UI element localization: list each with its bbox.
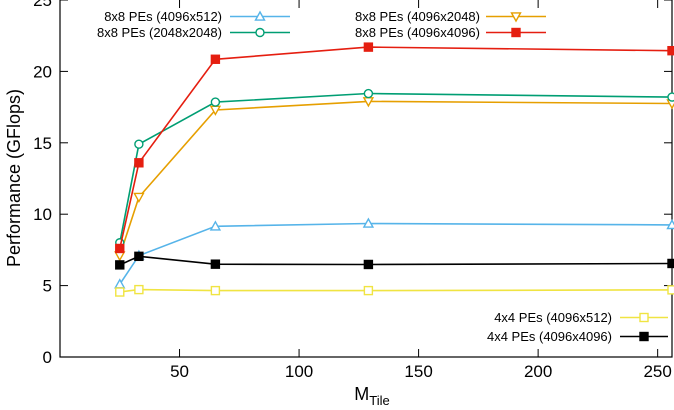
data-point: [134, 284, 144, 295]
y-tick-label: 15: [33, 134, 52, 153]
x-tick-label: 150: [404, 362, 432, 381]
data-point: [210, 54, 221, 64]
legend-swatch-marker: [511, 27, 521, 38]
legend-label: 8x8 PEs (2048x2048): [97, 25, 222, 40]
legend-entry: 8x8 PEs (4096x512): [104, 9, 290, 24]
data-point: [209, 220, 222, 231]
series-5: [115, 251, 674, 270]
x-tick-label: 200: [524, 362, 552, 381]
legend-entry: 4x4 PEs (4096x512): [494, 310, 668, 325]
data-point: [667, 258, 674, 269]
data-point: [667, 285, 674, 295]
data-point: [363, 259, 374, 270]
axes: 0 5 10 15 20 25 50 100 150 200 250: [33, 0, 673, 381]
legend-box-bottom-right: 4x4 PEs (4096x512) 4x4 PEs (4096x4096): [487, 310, 668, 344]
x-axis-title-subscript: Tile: [369, 393, 389, 408]
data-point: [133, 192, 145, 204]
legend-swatch-marker: [510, 12, 522, 23]
y-tick-label: 10: [33, 205, 52, 224]
legend-swatch-marker: [254, 10, 266, 21]
legend-box-top-left: 8x8 PEs (4096x512) 8x8 PEs (4096x2048)8x8…: [97, 9, 546, 40]
legend: 8x8 PEs (4096x512) 8x8 PEs (4096x2048)8x8…: [97, 9, 668, 344]
data-point: [363, 285, 374, 296]
data-point: [362, 217, 375, 228]
series-4: [115, 284, 674, 297]
legend-entry: 8x8 PEs (4096x2048): [355, 9, 546, 24]
plot-frame: [59, 0, 673, 358]
data-point: [115, 243, 125, 254]
y-tick-label: 25: [33, 0, 52, 10]
y-tick-label: 0: [43, 348, 52, 367]
data-point: [363, 88, 374, 99]
x-tick-label: 250: [643, 362, 671, 381]
legend-label: 4x4 PEs (4096x4096): [487, 329, 612, 344]
y-tick-label: 5: [43, 277, 52, 296]
data-point: [115, 260, 125, 270]
legend-label: 8x8 PEs (4096x512): [104, 9, 222, 24]
legend-entry: 4x4 PEs (4096x4096): [487, 329, 668, 344]
data-point: [134, 158, 144, 168]
data-point: [210, 259, 221, 269]
data-point: [134, 139, 144, 149]
legend-swatch-marker: [639, 312, 649, 323]
legend-entry: 8x8 PEs (4096x4096): [355, 25, 546, 40]
legend-entry: 8x8 PEs (2048x2048): [97, 25, 290, 40]
data-point: [667, 45, 674, 56]
y-axis-title: Performance (GFlops): [4, 89, 24, 267]
data-point: [363, 42, 374, 52]
axis-labels: MTile Performance (GFlops): [4, 89, 390, 408]
series-3: [115, 42, 674, 254]
series-1: [114, 97, 674, 262]
data-point: [666, 218, 674, 230]
legend-swatch-marker: [255, 27, 265, 38]
x-tick-label: 50: [170, 362, 189, 381]
data-series: [114, 42, 674, 297]
x-axis-title-main: M: [354, 384, 369, 404]
data-point: [667, 92, 674, 102]
legend-label: 4x4 PEs (4096x512): [494, 310, 612, 325]
data-point: [115, 287, 125, 297]
data-point: [210, 285, 221, 296]
x-tick-label: 100: [285, 362, 313, 381]
x-axis-title: MTile: [354, 384, 389, 408]
legend-swatch-marker: [639, 331, 649, 342]
legend-label: 8x8 PEs (4096x2048): [355, 9, 480, 24]
data-point: [210, 97, 221, 107]
y-tick-label: 20: [33, 62, 52, 81]
data-point: [134, 251, 144, 262]
legend-label: 8x8 PEs (4096x4096): [355, 25, 480, 40]
